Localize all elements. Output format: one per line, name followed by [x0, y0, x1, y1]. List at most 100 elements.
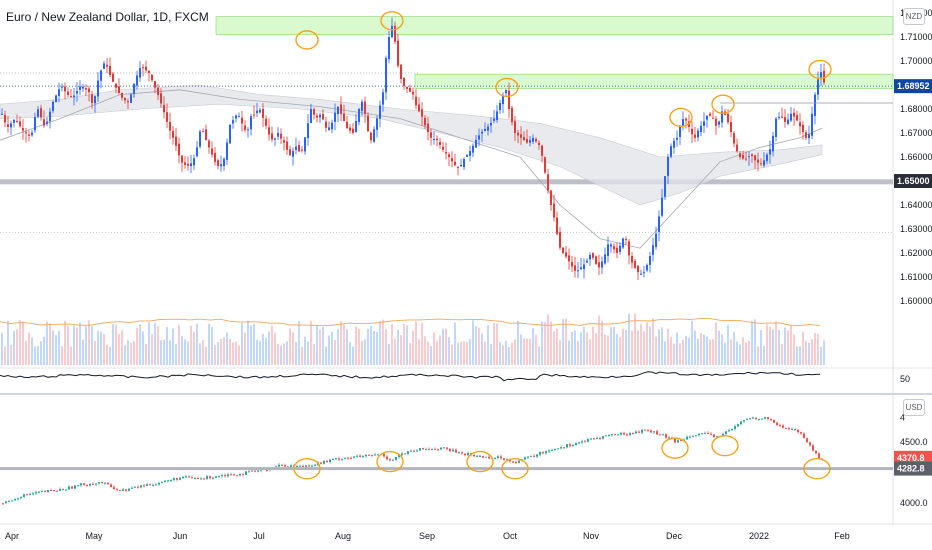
price-candle: [733, 133, 735, 144]
volume-bar: [91, 326, 93, 365]
volume-bar: [499, 342, 501, 365]
sp500-candle: [437, 449, 439, 451]
sp500-candle: [812, 445, 814, 451]
price-candle: [661, 197, 663, 216]
price-candle: [289, 149, 291, 156]
price-candle: [340, 104, 342, 114]
volume-bar: [715, 322, 717, 365]
price-candle: [106, 64, 108, 67]
price-candle: [163, 105, 165, 113]
sp500-candle: [377, 454, 379, 456]
sp500-candle: [116, 489, 118, 491]
volume-bar: [229, 339, 231, 365]
volume-bar: [502, 345, 504, 365]
volume-bar: [820, 346, 822, 365]
sp500-candle: [596, 437, 598, 439]
sp500-candle: [509, 459, 511, 462]
sp500-candle: [560, 447, 562, 449]
sp500-candle: [197, 477, 199, 479]
volume-bar: [40, 341, 42, 365]
price-scale-tick: 1.63000: [900, 224, 932, 234]
sp500-candle: [47, 490, 49, 492]
sp500-candle: [647, 429, 649, 431]
sp500-candle: [137, 486, 139, 488]
price-candle: [421, 109, 423, 117]
volume-bar: [262, 333, 264, 365]
price-candle: [136, 75, 138, 86]
price-candle: [532, 137, 534, 142]
volume-bar: [268, 331, 270, 365]
volume-bar: [247, 320, 249, 365]
volume-bar: [25, 340, 27, 365]
volume-bar: [100, 331, 102, 365]
price-candle: [760, 163, 762, 165]
sp500-candle: [299, 465, 301, 467]
price-candle: [13, 119, 15, 123]
price-candle: [811, 113, 813, 136]
sp500-candle: [332, 458, 334, 460]
volume-bar: [706, 336, 708, 365]
sp500-candle: [107, 482, 109, 485]
volume-bar: [232, 342, 234, 365]
volume-bar: [655, 336, 657, 365]
price-candle: [118, 86, 120, 93]
price-candle: [19, 121, 21, 127]
price-candle: [160, 93, 162, 104]
sp500-candle: [14, 499, 16, 501]
sp500-candle: [239, 473, 241, 476]
swing-low-circle: [376, 450, 404, 473]
sp500-candle: [536, 454, 538, 457]
price-candle: [397, 40, 399, 66]
volume-bar: [310, 321, 312, 365]
price-candle: [631, 256, 633, 263]
price-candle: [508, 90, 510, 109]
price-candle: [211, 148, 213, 155]
sp500-candle: [443, 447, 445, 449]
volume-bar: [1, 332, 3, 365]
swing-high-circle: [808, 59, 832, 80]
volume-bar: [559, 340, 561, 365]
sp500-candle: [815, 450, 817, 454]
price-candle: [694, 134, 696, 138]
volume-bar: [808, 342, 810, 365]
volume-bar: [751, 321, 753, 365]
volume-bar: [301, 346, 303, 365]
volume-bar: [373, 330, 375, 365]
price-candle: [496, 111, 498, 121]
price-candle: [592, 253, 594, 258]
price-candle: [373, 129, 375, 142]
price-candle: [784, 117, 786, 122]
volume-bar: [343, 324, 345, 365]
volume-bar: [397, 329, 399, 365]
sp500-candle: [290, 465, 292, 468]
volume-bar: [367, 328, 369, 365]
sp500-candle: [341, 458, 343, 460]
volume-bar: [592, 326, 594, 365]
price-candle: [97, 80, 99, 97]
volume-bar: [640, 323, 642, 365]
sp500-candle: [254, 470, 256, 472]
sp500-candle: [563, 447, 565, 449]
volume-bar: [553, 331, 555, 365]
price-candle: [103, 63, 105, 69]
sp500-candle: [80, 483, 82, 486]
volume-bar: [226, 332, 228, 365]
price-candle: [352, 128, 354, 133]
price-candle: [424, 117, 426, 126]
price-candle: [556, 217, 558, 234]
sp500-candle: [50, 490, 52, 492]
volume-bar: [478, 327, 480, 365]
volume-bar: [481, 333, 483, 365]
sp500-candle: [389, 459, 391, 461]
price-candle: [109, 65, 111, 75]
volume-bar: [244, 332, 246, 365]
price-candle: [295, 146, 297, 150]
currency-badge-nzd[interactable]: NZD: [903, 8, 925, 25]
price-candle: [766, 154, 768, 162]
price-candle: [460, 165, 462, 167]
sp500-candle: [305, 465, 307, 467]
sp500-candle: [539, 451, 541, 455]
currency-badge-usd[interactable]: USD: [903, 399, 925, 416]
sp500-candle: [524, 457, 526, 460]
